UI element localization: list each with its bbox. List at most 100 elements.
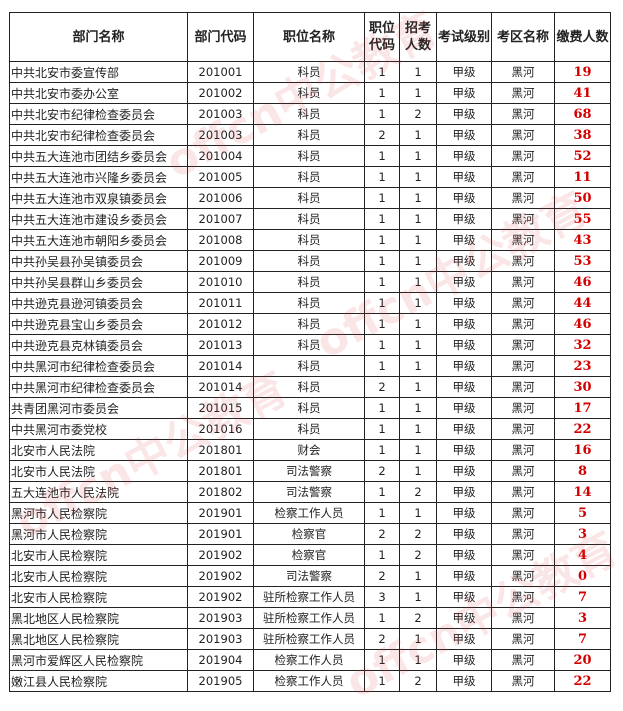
cell-position-code: 1 <box>364 397 400 419</box>
table-row: 中共北安市纪律检查委员会 201003 科员 1 2 甲级 黑河 68 <box>9 103 611 125</box>
cell-exam-area: 黑河 <box>491 607 555 629</box>
table-row: 北安市人民法院 201801 财会 1 1 甲级 黑河 16 <box>9 439 611 461</box>
cell-paid-count: 50 <box>554 187 611 209</box>
cell-exam-level: 甲级 <box>436 418 492 440</box>
cell-position-code: 1 <box>364 439 400 461</box>
cell-position-name: 驻所检察工作人员 <box>253 628 365 650</box>
cell-exam-level: 甲级 <box>436 229 492 251</box>
cell-exam-level: 甲级 <box>436 187 492 209</box>
cell-recruit-count: 1 <box>399 61 437 83</box>
cell-exam-area: 黑河 <box>491 418 555 440</box>
cell-position-code: 2 <box>364 460 400 482</box>
cell-position-name: 司法警察 <box>253 460 365 482</box>
cell-dept-code: 201905 <box>187 670 254 692</box>
cell-exam-area: 黑河 <box>491 124 555 146</box>
cell-recruit-count: 1 <box>399 145 437 167</box>
cell-dept-code: 201004 <box>187 145 254 167</box>
cell-exam-area: 黑河 <box>491 502 555 524</box>
cell-recruit-count: 2 <box>399 103 437 125</box>
cell-dept-code: 201016 <box>187 418 254 440</box>
cell-exam-area: 黑河 <box>491 397 555 419</box>
table-row: 中共北安市委办公室 201002 科员 1 1 甲级 黑河 41 <box>9 82 611 104</box>
cell-dept-code: 201014 <box>187 355 254 377</box>
cell-recruit-count: 2 <box>399 670 437 692</box>
cell-position-name: 科员 <box>253 145 365 167</box>
cell-exam-level: 甲级 <box>436 292 492 314</box>
cell-paid-count: 38 <box>554 124 611 146</box>
cell-recruit-count: 2 <box>399 523 437 545</box>
table-row: 黑河市人民检察院 201901 检察工作人员 1 1 甲级 黑河 5 <box>9 502 611 524</box>
cell-paid-count: 53 <box>554 250 611 272</box>
cell-exam-level: 甲级 <box>436 124 492 146</box>
cell-dept-code: 201902 <box>187 544 254 566</box>
cell-exam-level: 甲级 <box>436 334 492 356</box>
cell-recruit-count: 1 <box>399 355 437 377</box>
cell-dept-code: 201010 <box>187 271 254 293</box>
table-row: 中共黑河市委党校 201016 科员 1 1 甲级 黑河 22 <box>9 418 611 440</box>
cell-exam-level: 甲级 <box>436 82 492 104</box>
table-row: 中共逊克县克林镇委员会 201013 科员 1 1 甲级 黑河 32 <box>9 334 611 356</box>
cell-recruit-count: 1 <box>399 124 437 146</box>
header-position-name: 职位名称 <box>253 12 365 62</box>
cell-position-name: 司法警察 <box>253 565 365 587</box>
cell-exam-area: 黑河 <box>491 670 555 692</box>
cell-recruit-count: 1 <box>399 439 437 461</box>
cell-recruit-count: 1 <box>399 229 437 251</box>
table-row: 黑北地区人民检察院 201903 驻所检察工作人员 2 1 甲级 黑河 7 <box>9 628 611 650</box>
applicant-count-table: 部门名称 部门代码 职位名称 职位代码 招考人数 考试级别 考区名称 缴费人数 … <box>9 12 611 692</box>
cell-exam-level: 甲级 <box>436 313 492 335</box>
cell-exam-area: 黑河 <box>491 229 555 251</box>
cell-position-code: 1 <box>364 481 400 503</box>
cell-position-name: 科员 <box>253 61 365 83</box>
cell-dept-code: 201903 <box>187 628 254 650</box>
cell-position-code: 1 <box>364 670 400 692</box>
cell-dept-name: 五大连池市人民法院 <box>9 481 188 503</box>
cell-dept-name: 北安市人民法院 <box>9 439 188 461</box>
cell-position-code: 1 <box>364 208 400 230</box>
cell-position-name: 驻所检察工作人员 <box>253 586 365 608</box>
cell-paid-count: 7 <box>554 586 611 608</box>
cell-position-name: 科员 <box>253 292 365 314</box>
cell-paid-count: 17 <box>554 397 611 419</box>
cell-exam-area: 黑河 <box>491 334 555 356</box>
cell-position-code: 2 <box>364 523 400 545</box>
cell-dept-code: 201903 <box>187 607 254 629</box>
cell-dept-code: 201802 <box>187 481 254 503</box>
cell-exam-level: 甲级 <box>436 649 492 671</box>
table-row: 黑河市爱辉区人民检察院 201904 检察工作人员 1 1 甲级 黑河 20 <box>9 649 611 671</box>
cell-exam-area: 黑河 <box>491 271 555 293</box>
cell-paid-count: 46 <box>554 313 611 335</box>
cell-position-name: 科员 <box>253 376 365 398</box>
cell-paid-count: 22 <box>554 418 611 440</box>
cell-dept-code: 201015 <box>187 397 254 419</box>
cell-exam-level: 甲级 <box>436 544 492 566</box>
cell-recruit-count: 1 <box>399 334 437 356</box>
cell-position-code: 1 <box>364 418 400 440</box>
cell-recruit-count: 1 <box>399 628 437 650</box>
cell-exam-level: 甲级 <box>436 523 492 545</box>
cell-dept-code: 201001 <box>187 61 254 83</box>
cell-dept-code: 201003 <box>187 124 254 146</box>
cell-exam-area: 黑河 <box>491 187 555 209</box>
cell-position-code: 1 <box>364 271 400 293</box>
cell-dept-name: 中共五大连池市兴隆乡委员会 <box>9 166 188 188</box>
cell-paid-count: 43 <box>554 229 611 251</box>
cell-dept-name: 北安市人民检察院 <box>9 565 188 587</box>
table-row: 中共五大连池市兴隆乡委员会 201005 科员 1 1 甲级 黑河 11 <box>9 166 611 188</box>
cell-exam-level: 甲级 <box>436 502 492 524</box>
cell-exam-area: 黑河 <box>491 544 555 566</box>
cell-dept-name: 北安市人民检察院 <box>9 586 188 608</box>
table-row: 北安市人民检察院 201902 检察官 1 2 甲级 黑河 4 <box>9 544 611 566</box>
cell-exam-level: 甲级 <box>436 670 492 692</box>
cell-exam-area: 黑河 <box>491 103 555 125</box>
cell-position-name: 科员 <box>253 397 365 419</box>
cell-recruit-count: 2 <box>399 544 437 566</box>
cell-dept-code: 201011 <box>187 292 254 314</box>
cell-position-code: 2 <box>364 565 400 587</box>
cell-recruit-count: 1 <box>399 460 437 482</box>
cell-dept-name: 北安市人民法院 <box>9 460 188 482</box>
cell-dept-name: 中共北安市委办公室 <box>9 82 188 104</box>
cell-dept-name: 中共逊克县逊河镇委员会 <box>9 292 188 314</box>
cell-paid-count: 3 <box>554 523 611 545</box>
cell-exam-level: 甲级 <box>436 250 492 272</box>
